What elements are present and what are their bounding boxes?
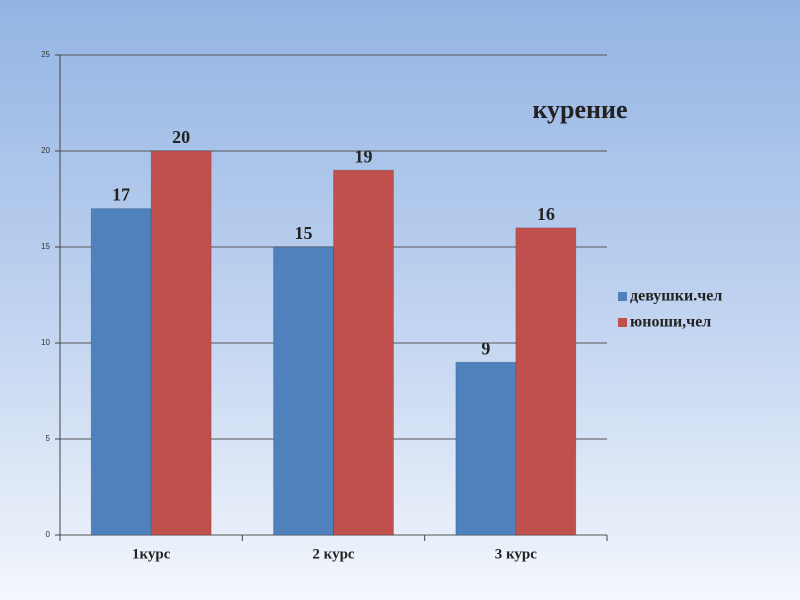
value-label: 20 xyxy=(172,127,190,147)
bar xyxy=(273,246,334,536)
legend-swatch xyxy=(618,292,627,301)
legend-swatch xyxy=(618,318,627,327)
value-label: 9 xyxy=(481,338,490,358)
legend-label: девушки.чел xyxy=(630,288,722,305)
bar xyxy=(515,227,577,536)
y-tick-label: 10 xyxy=(41,338,50,347)
bar xyxy=(90,208,152,536)
x-tick-label: 2 курс xyxy=(312,546,355,562)
x-tick-label: 3 курс xyxy=(495,546,538,562)
y-tick-label: 25 xyxy=(41,50,50,59)
chart-title: курение xyxy=(532,95,627,124)
y-tick-label: 20 xyxy=(41,146,50,155)
bar xyxy=(455,361,517,536)
y-tick-label: 15 xyxy=(41,242,50,251)
y-tick-label: 0 xyxy=(46,530,51,539)
value-label: 16 xyxy=(537,204,555,224)
value-label: 15 xyxy=(295,223,313,243)
value-label: 19 xyxy=(355,146,373,166)
value-label: 17 xyxy=(112,185,130,205)
bar xyxy=(150,150,212,536)
y-tick-label: 5 xyxy=(46,434,51,443)
legend-label: юноши,чел xyxy=(630,314,711,331)
bar xyxy=(333,169,394,536)
x-tick-label: 1курс xyxy=(132,546,171,562)
